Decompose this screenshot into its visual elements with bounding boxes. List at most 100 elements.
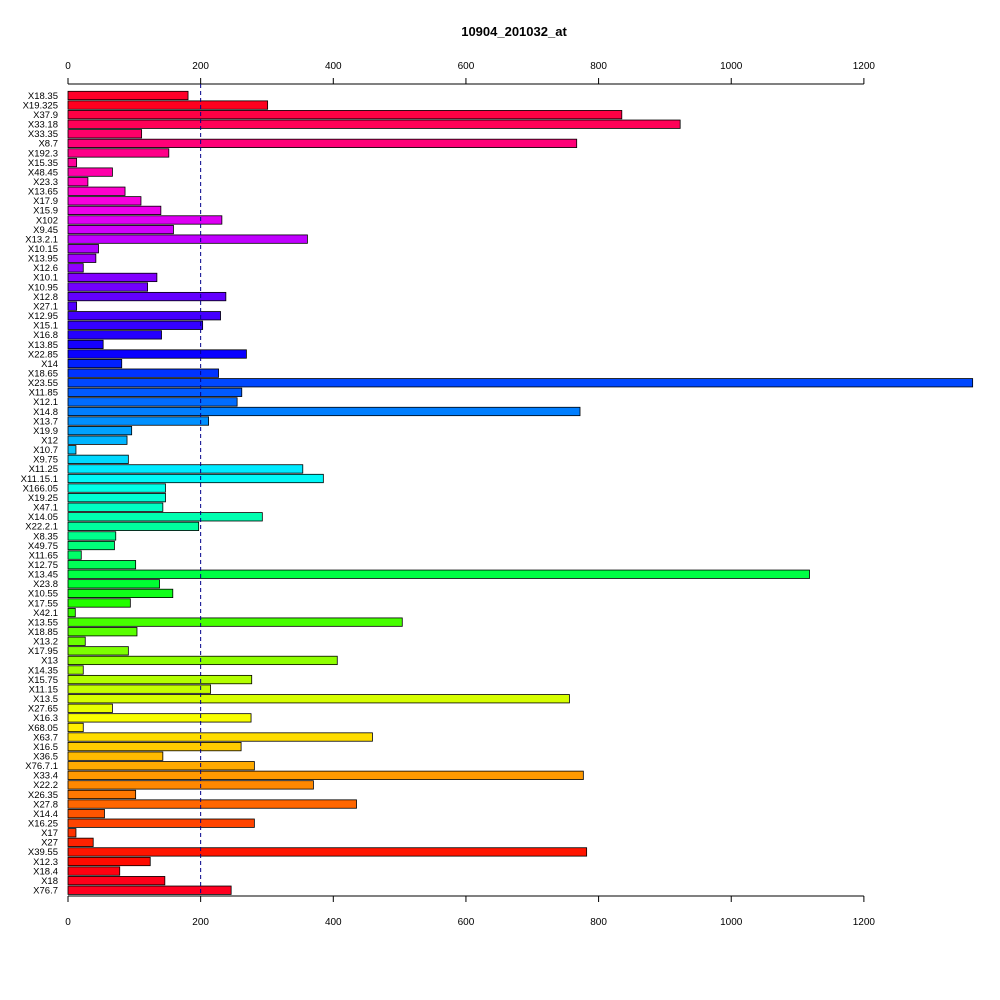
bar <box>67 742 242 752</box>
category-label: X18.85 <box>28 627 58 638</box>
category-label: X36.5 <box>33 751 58 762</box>
bar <box>67 454 129 464</box>
category-label: X12 <box>41 436 58 447</box>
category-label: X8.35 <box>33 531 58 542</box>
category-label: X18.35 <box>28 91 58 102</box>
bar <box>67 196 142 206</box>
category-label: X12.3 <box>33 857 58 868</box>
category-label: X33.4 <box>33 771 58 782</box>
bottom-tick-label: 400 <box>325 917 342 928</box>
category-label: X13.45 <box>28 570 58 581</box>
category-label: X14.35 <box>28 665 58 676</box>
bar <box>67 722 84 733</box>
category-label: X76.7 <box>33 886 58 897</box>
category-label: X68.05 <box>28 723 58 734</box>
bar <box>67 167 113 177</box>
bar <box>67 607 76 618</box>
bar <box>67 311 221 321</box>
bottom-tick-label: 0 <box>65 917 71 928</box>
bar <box>67 617 403 627</box>
bar <box>67 406 581 417</box>
bottom-tick-label: 1000 <box>720 917 743 928</box>
category-label: X18 <box>41 876 58 887</box>
category-label: X12.8 <box>33 292 58 303</box>
bar <box>67 770 584 780</box>
bar <box>67 291 227 302</box>
bar <box>67 205 162 215</box>
category-label: X17.9 <box>33 196 58 207</box>
category-label: X12.95 <box>28 311 58 322</box>
category-label: X27 <box>41 838 58 849</box>
bar <box>67 473 324 484</box>
bar <box>67 224 174 235</box>
top-tick-label: 1000 <box>720 61 743 72</box>
bar <box>67 397 238 407</box>
bar <box>67 464 304 474</box>
bar <box>67 387 243 397</box>
bar <box>67 263 84 273</box>
category-label: X14.4 <box>33 809 58 820</box>
category-label: X33.18 <box>28 120 58 131</box>
category-label: X11.65 <box>29 550 58 561</box>
category-label: X12.75 <box>28 560 58 571</box>
category-label: X10.1 <box>33 273 58 284</box>
bar <box>67 416 210 426</box>
category-label: X48.45 <box>28 167 58 178</box>
category-label: X26.35 <box>28 790 58 801</box>
bar <box>67 694 570 704</box>
category-labels-group: X18.35X19.325X37.9X33.18X33.35X8.7X192.3… <box>21 91 58 897</box>
top-tick-label: 600 <box>458 61 475 72</box>
category-label: X14.05 <box>28 512 58 523</box>
bar <box>67 512 263 522</box>
bar <box>67 866 121 876</box>
bar <box>67 684 211 694</box>
category-label: X13.65 <box>28 187 58 198</box>
category-label: X10.15 <box>28 244 58 255</box>
bar <box>67 531 117 541</box>
bar <box>67 435 128 445</box>
category-label: X27.1 <box>33 301 58 312</box>
category-label: X10.7 <box>33 445 58 456</box>
top-tick-label: 0 <box>65 61 71 72</box>
top-x-axis: 0 200 400 600 800 1000 1200 <box>65 61 875 85</box>
category-label: X17 <box>41 828 58 839</box>
category-label: X13.2 <box>33 637 58 648</box>
bar <box>67 780 314 790</box>
bar <box>67 703 113 713</box>
category-label: X27.65 <box>28 704 58 715</box>
bottom-tick-label: 600 <box>458 917 475 928</box>
category-label: X13.55 <box>28 617 58 628</box>
category-label: X42.1 <box>33 608 58 619</box>
bar <box>67 828 77 838</box>
bar <box>67 100 269 110</box>
bar <box>67 646 129 656</box>
category-label: X13 <box>41 656 58 667</box>
bar <box>67 837 94 847</box>
bar <box>67 713 252 723</box>
bar <box>67 627 138 637</box>
category-label: X19.9 <box>33 426 58 437</box>
bar <box>67 885 232 895</box>
bar <box>67 157 78 168</box>
bar <box>67 789 137 800</box>
bottom-tick-label: 800 <box>590 917 607 928</box>
bar <box>67 320 204 330</box>
category-label: X76.7.1 <box>25 761 58 772</box>
category-label: X12.1 <box>33 397 58 408</box>
category-label: X15.75 <box>28 675 58 686</box>
bar <box>67 847 588 857</box>
bar <box>67 272 158 283</box>
bottom-tick-label: 1200 <box>853 917 876 928</box>
category-label: X39.55 <box>28 847 58 858</box>
category-label: X27.8 <box>33 799 58 810</box>
top-tick-label: 200 <box>192 61 209 72</box>
category-label: X14.8 <box>33 407 58 418</box>
bottom-tick-label: 200 <box>192 917 209 928</box>
bar <box>67 339 104 350</box>
category-label: X49.75 <box>28 541 58 552</box>
bar <box>67 636 86 646</box>
bar <box>67 330 162 340</box>
category-label: X15.35 <box>28 158 58 169</box>
category-label: X23.3 <box>33 177 58 188</box>
category-label: X15.9 <box>33 206 58 217</box>
